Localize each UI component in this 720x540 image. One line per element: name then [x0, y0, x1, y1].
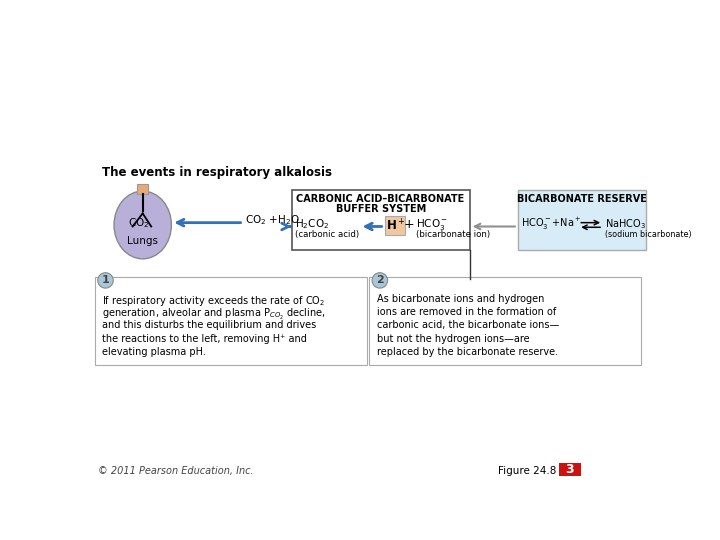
Text: elevating plasma pH.: elevating plasma pH.	[102, 347, 206, 356]
Text: replaced by the bicarbonate reserve.: replaced by the bicarbonate reserve.	[377, 347, 558, 356]
Text: but not the hydrogen ions—are: but not the hydrogen ions—are	[377, 334, 529, 343]
Text: NaHCO$_3$: NaHCO$_3$	[606, 217, 647, 231]
Circle shape	[98, 273, 113, 288]
Text: © 2011 Pearson Education, Inc.: © 2011 Pearson Education, Inc.	[98, 465, 253, 476]
Text: the reactions to the left, removing H⁺ and: the reactions to the left, removing H⁺ a…	[102, 334, 307, 343]
Text: HCO$_3^-$+Na$^+$: HCO$_3^-$+Na$^+$	[521, 216, 581, 232]
Text: H$^+$: H$^+$	[386, 218, 405, 233]
FancyBboxPatch shape	[369, 278, 641, 365]
Text: and this disturbs the equilibrium and drives: and this disturbs the equilibrium and dr…	[102, 320, 317, 330]
Text: If respiratory activity exceeds the rate of CO$_2$: If respiratory activity exceeds the rate…	[102, 294, 325, 308]
FancyBboxPatch shape	[138, 184, 148, 194]
Text: (bicarbonate ion): (bicarbonate ion)	[415, 230, 490, 239]
Text: HCO$_3^-$: HCO$_3^-$	[415, 217, 448, 232]
FancyBboxPatch shape	[94, 278, 366, 365]
Text: carbonic acid, the bicarbonate ions—: carbonic acid, the bicarbonate ions—	[377, 320, 559, 330]
Text: generation, alveolar and plasma P$_{CO_2}$ decline,: generation, alveolar and plasma P$_{CO_2…	[102, 307, 326, 322]
FancyBboxPatch shape	[559, 463, 580, 476]
Text: +: +	[404, 218, 415, 231]
Text: (carbonic acid): (carbonic acid)	[295, 231, 359, 239]
Text: H$_2$CO$_2$: H$_2$CO$_2$	[295, 217, 330, 231]
Text: Figure 24.8: Figure 24.8	[498, 465, 557, 476]
Text: BUFFER SYSTEM: BUFFER SYSTEM	[336, 204, 426, 214]
FancyBboxPatch shape	[292, 190, 469, 251]
Ellipse shape	[114, 191, 171, 259]
Text: Lungs: Lungs	[127, 236, 158, 246]
Text: (sodium bicarbonate): (sodium bicarbonate)	[606, 231, 692, 239]
Circle shape	[372, 273, 387, 288]
Text: The events in respiratory alkalosis: The events in respiratory alkalosis	[102, 166, 332, 179]
Text: CO$_2$ +H$_2$O: CO$_2$ +H$_2$O	[245, 213, 300, 227]
Text: CARBONIC ACID–BICARBONATE: CARBONIC ACID–BICARBONATE	[297, 194, 464, 204]
Text: 2: 2	[376, 275, 384, 286]
Text: CO$_2$: CO$_2$	[128, 215, 150, 230]
Text: 1: 1	[102, 275, 109, 286]
Text: BICARBONATE RESERVE: BICARBONATE RESERVE	[517, 194, 647, 204]
Text: As bicarbonate ions and hydrogen: As bicarbonate ions and hydrogen	[377, 294, 544, 304]
Text: ions are removed in the formation of: ions are removed in the formation of	[377, 307, 556, 318]
Text: 3: 3	[565, 463, 574, 476]
FancyBboxPatch shape	[518, 190, 646, 251]
FancyBboxPatch shape	[385, 217, 405, 235]
